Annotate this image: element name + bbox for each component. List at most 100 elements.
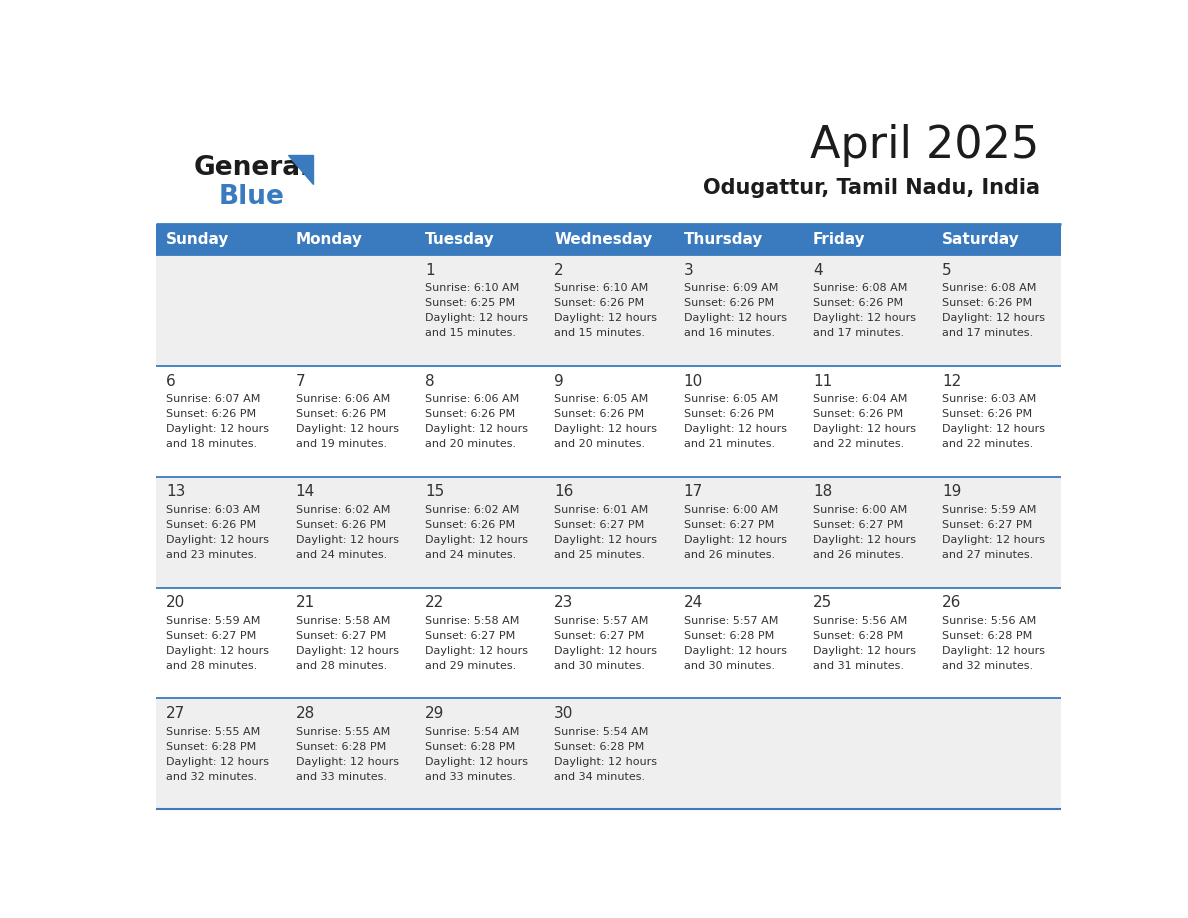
- Bar: [544, 224, 674, 255]
- Text: Sunset: 6:26 PM: Sunset: 6:26 PM: [425, 409, 516, 420]
- Bar: [157, 255, 1061, 365]
- Text: 30: 30: [555, 706, 574, 722]
- Text: 19: 19: [942, 485, 961, 499]
- Text: and 31 minutes.: and 31 minutes.: [813, 661, 904, 671]
- Text: Sunset: 6:27 PM: Sunset: 6:27 PM: [166, 631, 257, 641]
- Text: 13: 13: [166, 485, 185, 499]
- Text: and 26 minutes.: and 26 minutes.: [683, 550, 775, 560]
- Text: Sunset: 6:27 PM: Sunset: 6:27 PM: [942, 521, 1032, 531]
- Text: Sunset: 6:26 PM: Sunset: 6:26 PM: [683, 409, 773, 420]
- Text: Daylight: 12 hours: Daylight: 12 hours: [813, 313, 916, 323]
- Text: Sunset: 6:28 PM: Sunset: 6:28 PM: [425, 742, 516, 752]
- Text: Daylight: 12 hours: Daylight: 12 hours: [296, 646, 399, 656]
- Text: Friday: Friday: [813, 232, 866, 247]
- Text: and 26 minutes.: and 26 minutes.: [813, 550, 904, 560]
- Bar: [285, 224, 415, 255]
- Text: Daylight: 12 hours: Daylight: 12 hours: [425, 535, 527, 545]
- Bar: [415, 224, 544, 255]
- Text: Saturday: Saturday: [942, 232, 1020, 247]
- Text: Sunrise: 6:05 AM: Sunrise: 6:05 AM: [555, 395, 649, 404]
- Bar: [803, 224, 933, 255]
- Text: Sunrise: 6:00 AM: Sunrise: 6:00 AM: [813, 505, 908, 515]
- Text: Sunset: 6:26 PM: Sunset: 6:26 PM: [942, 409, 1032, 420]
- Bar: [157, 365, 1061, 476]
- Text: and 34 minutes.: and 34 minutes.: [555, 772, 645, 782]
- Text: Sunset: 6:26 PM: Sunset: 6:26 PM: [296, 409, 386, 420]
- Text: 9: 9: [555, 374, 564, 388]
- Text: and 33 minutes.: and 33 minutes.: [425, 772, 516, 782]
- Text: Daylight: 12 hours: Daylight: 12 hours: [296, 535, 399, 545]
- Text: 22: 22: [425, 595, 444, 610]
- Text: Sunset: 6:28 PM: Sunset: 6:28 PM: [942, 631, 1032, 641]
- Text: Sunrise: 5:58 AM: Sunrise: 5:58 AM: [296, 616, 390, 626]
- Text: Sunrise: 5:58 AM: Sunrise: 5:58 AM: [425, 616, 519, 626]
- Text: Sunrise: 5:55 AM: Sunrise: 5:55 AM: [296, 727, 390, 737]
- Text: Sunset: 6:26 PM: Sunset: 6:26 PM: [425, 521, 516, 531]
- Text: 26: 26: [942, 595, 961, 610]
- Text: Daylight: 12 hours: Daylight: 12 hours: [813, 646, 916, 656]
- Text: 21: 21: [296, 595, 315, 610]
- Text: and 22 minutes.: and 22 minutes.: [813, 440, 904, 449]
- Text: Sunrise: 5:54 AM: Sunrise: 5:54 AM: [425, 727, 519, 737]
- Text: and 32 minutes.: and 32 minutes.: [166, 772, 258, 782]
- Text: 29: 29: [425, 706, 444, 722]
- Text: 10: 10: [683, 374, 703, 388]
- Polygon shape: [287, 155, 312, 185]
- Text: Sunset: 6:26 PM: Sunset: 6:26 PM: [296, 521, 386, 531]
- Text: Daylight: 12 hours: Daylight: 12 hours: [555, 424, 657, 434]
- Text: 7: 7: [296, 374, 305, 388]
- Text: Sunset: 6:26 PM: Sunset: 6:26 PM: [555, 409, 644, 420]
- Text: Sunrise: 6:02 AM: Sunrise: 6:02 AM: [296, 505, 390, 515]
- Text: Sunset: 6:28 PM: Sunset: 6:28 PM: [296, 742, 386, 752]
- Text: 6: 6: [166, 374, 176, 388]
- Text: Sunrise: 6:02 AM: Sunrise: 6:02 AM: [425, 505, 519, 515]
- Text: Sunrise: 5:57 AM: Sunrise: 5:57 AM: [555, 616, 649, 626]
- Text: Sunset: 6:26 PM: Sunset: 6:26 PM: [813, 409, 903, 420]
- Text: Sunrise: 5:59 AM: Sunrise: 5:59 AM: [166, 616, 260, 626]
- Text: April 2025: April 2025: [810, 124, 1040, 167]
- Bar: [157, 476, 1061, 588]
- Text: Sunrise: 6:03 AM: Sunrise: 6:03 AM: [942, 395, 1036, 404]
- Bar: [157, 224, 285, 255]
- Text: and 20 minutes.: and 20 minutes.: [555, 440, 645, 449]
- Bar: [157, 699, 1061, 810]
- Text: 20: 20: [166, 595, 185, 610]
- Text: and 22 minutes.: and 22 minutes.: [942, 440, 1034, 449]
- Text: Daylight: 12 hours: Daylight: 12 hours: [683, 535, 786, 545]
- Text: Sunrise: 6:10 AM: Sunrise: 6:10 AM: [425, 284, 519, 294]
- Text: Sunset: 6:26 PM: Sunset: 6:26 PM: [555, 298, 644, 308]
- Text: Sunset: 6:26 PM: Sunset: 6:26 PM: [683, 298, 773, 308]
- Text: and 17 minutes.: and 17 minutes.: [942, 329, 1034, 339]
- Text: and 28 minutes.: and 28 minutes.: [296, 661, 387, 671]
- Text: 14: 14: [296, 485, 315, 499]
- Text: and 25 minutes.: and 25 minutes.: [555, 550, 645, 560]
- Text: Daylight: 12 hours: Daylight: 12 hours: [683, 424, 786, 434]
- Text: and 20 minutes.: and 20 minutes.: [425, 440, 516, 449]
- Text: Sunrise: 6:06 AM: Sunrise: 6:06 AM: [425, 395, 519, 404]
- Text: Daylight: 12 hours: Daylight: 12 hours: [166, 757, 270, 767]
- Text: 28: 28: [296, 706, 315, 722]
- Text: and 24 minutes.: and 24 minutes.: [296, 550, 387, 560]
- Text: Sunset: 6:28 PM: Sunset: 6:28 PM: [813, 631, 903, 641]
- Text: Sunset: 6:26 PM: Sunset: 6:26 PM: [166, 521, 257, 531]
- Text: and 15 minutes.: and 15 minutes.: [555, 329, 645, 339]
- Text: Sunset: 6:27 PM: Sunset: 6:27 PM: [683, 521, 773, 531]
- Text: and 18 minutes.: and 18 minutes.: [166, 440, 258, 449]
- Text: Sunday: Sunday: [166, 232, 229, 247]
- Text: and 19 minutes.: and 19 minutes.: [296, 440, 387, 449]
- Text: Daylight: 12 hours: Daylight: 12 hours: [425, 313, 527, 323]
- Text: Sunset: 6:26 PM: Sunset: 6:26 PM: [942, 298, 1032, 308]
- Text: 3: 3: [683, 263, 694, 277]
- Text: and 30 minutes.: and 30 minutes.: [555, 661, 645, 671]
- Text: Sunrise: 5:57 AM: Sunrise: 5:57 AM: [683, 616, 778, 626]
- Text: Sunrise: 6:00 AM: Sunrise: 6:00 AM: [683, 505, 778, 515]
- Text: 5: 5: [942, 263, 952, 277]
- Text: Daylight: 12 hours: Daylight: 12 hours: [296, 757, 399, 767]
- Text: Sunrise: 6:05 AM: Sunrise: 6:05 AM: [683, 395, 778, 404]
- Text: and 29 minutes.: and 29 minutes.: [425, 661, 517, 671]
- Text: General: General: [194, 155, 310, 181]
- Text: Sunset: 6:26 PM: Sunset: 6:26 PM: [166, 409, 257, 420]
- Text: Wednesday: Wednesday: [555, 232, 652, 247]
- Text: 16: 16: [555, 485, 574, 499]
- Text: Sunset: 6:27 PM: Sunset: 6:27 PM: [296, 631, 386, 641]
